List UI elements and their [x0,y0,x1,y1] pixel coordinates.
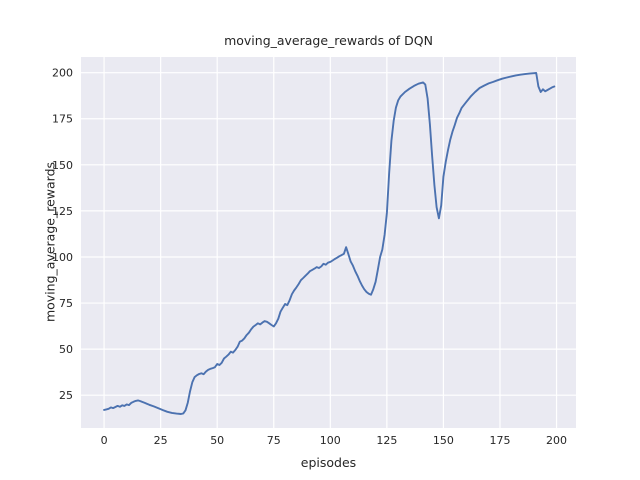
reward-line [103,72,556,415]
y-tick-label: 175 [52,113,73,126]
chart-title: moving_average_rewards of DQN [224,33,433,48]
x-tick-label: 175 [489,434,510,447]
x-tick-label: 75 [267,434,281,447]
axes-background [81,57,576,428]
y-tick-label: 200 [52,67,73,80]
x-tick-label: 25 [154,434,168,447]
y-tick-label: 100 [52,251,73,264]
x-tick-label: 0 [101,434,108,447]
y-tick-label: 25 [59,389,73,402]
y-tick-label: 50 [59,343,73,356]
x-tick-label: 200 [546,434,567,447]
y-tick-label: 75 [59,297,73,310]
x-tick-label: 50 [210,434,224,447]
y-tick-label: 125 [52,205,73,218]
x-tick-label: 125 [376,434,397,447]
y-tick-label: 150 [52,159,73,172]
x-axis-label: episodes [300,455,357,470]
x-tick-label: 100 [320,434,341,447]
x-tick-label: 150 [433,434,454,447]
